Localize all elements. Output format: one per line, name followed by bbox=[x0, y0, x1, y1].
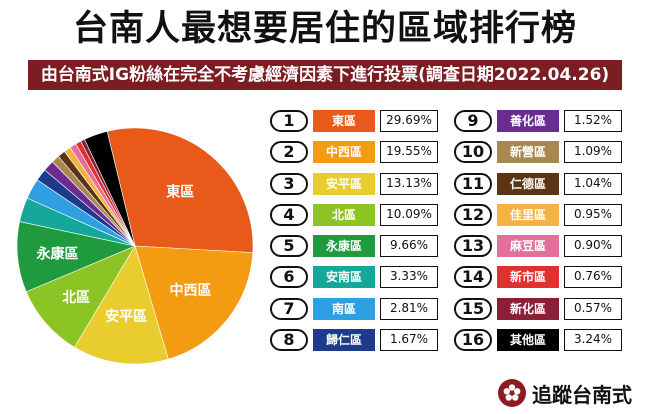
rank-badge: 6 bbox=[270, 266, 308, 289]
pie-label-3: 安平區 bbox=[105, 308, 147, 325]
percentage-value: 1.09% bbox=[564, 141, 622, 164]
percentage-value: 1.52% bbox=[564, 110, 622, 132]
legend-row-13: 13 麻豆區 0.90% bbox=[454, 231, 634, 260]
pie-slice-16 bbox=[84, 130, 136, 247]
district-label: 安平區 bbox=[313, 172, 375, 195]
pie-slice-2 bbox=[134, 245, 254, 360]
pie-label-4: 北區 bbox=[62, 290, 90, 306]
legend-column-right: 9 善化區 1.52% 10 新營區 1.09% 11 仁德區 1.04% 12 佳里區 0.95% 1… bbox=[454, 106, 634, 356]
chart-title: 台南人最想要居住的區域排行榜 bbox=[72, 9, 577, 49]
district-label: 永康區 bbox=[313, 235, 375, 258]
rank-badge: 14 bbox=[454, 266, 492, 289]
district-label: 新營區 bbox=[497, 141, 559, 164]
rank-badge: 11 bbox=[454, 172, 492, 195]
rank-badge: 16 bbox=[454, 329, 492, 352]
legend-row-10: 10 新營區 1.09% bbox=[454, 137, 634, 166]
rank-badge: 13 bbox=[454, 235, 492, 258]
percentage-value: 0.90% bbox=[564, 235, 622, 258]
legend-row-4: 4 北區 10.09% bbox=[270, 200, 450, 229]
rank-badge: 15 bbox=[454, 297, 492, 320]
rank-badge: 3 bbox=[270, 172, 308, 195]
legend-row-1: 1 東區 29.69% bbox=[270, 106, 450, 135]
district-label: 中西區 bbox=[313, 141, 375, 164]
rank-badge: 4 bbox=[270, 203, 308, 226]
percentage-value: 9.66% bbox=[380, 235, 438, 258]
percentage-value: 0.57% bbox=[564, 297, 622, 320]
district-label: 新市區 bbox=[497, 266, 559, 289]
legend-row-14: 14 新市區 0.76% bbox=[454, 262, 634, 291]
percentage-value: 29.69% bbox=[380, 110, 438, 132]
legend-row-15: 15 新化區 0.57% bbox=[454, 294, 634, 323]
percentage-value: 13.13% bbox=[380, 172, 438, 195]
pie-slice-1 bbox=[106, 127, 254, 253]
rank-badge: 5 bbox=[270, 235, 308, 258]
rank-badge: 2 bbox=[270, 141, 308, 164]
percentage-value: 19.55% bbox=[380, 141, 438, 164]
district-label: 其他區 bbox=[497, 329, 559, 352]
percentage-value: 0.76% bbox=[564, 266, 622, 289]
district-label: 仁德區 bbox=[497, 172, 559, 195]
legend-row-11: 11 仁德區 1.04% bbox=[454, 169, 634, 198]
rank-badge: 10 bbox=[454, 141, 492, 164]
district-label: 東區 bbox=[313, 110, 375, 132]
legend-row-8: 8 歸仁區 1.67% bbox=[270, 325, 450, 354]
district-label: 北區 bbox=[313, 203, 375, 226]
district-label: 佳里區 bbox=[497, 203, 559, 226]
brand: 追蹤台南式 bbox=[498, 378, 632, 408]
legend-row-3: 3 安平區 13.13% bbox=[270, 169, 450, 198]
district-label: 新化區 bbox=[497, 297, 559, 320]
percentage-value: 3.33% bbox=[380, 266, 438, 289]
district-label: 南區 bbox=[313, 297, 375, 320]
percentage-value: 1.67% bbox=[380, 329, 438, 352]
legend-row-9: 9 善化區 1.52% bbox=[454, 106, 634, 135]
percentage-value: 10.09% bbox=[380, 203, 438, 226]
percentage-value: 0.95% bbox=[564, 203, 622, 226]
district-label: 麻豆區 bbox=[497, 235, 559, 258]
pie-label-1: 東區 bbox=[166, 184, 194, 201]
legend-row-12: 12 佳里區 0.95% bbox=[454, 200, 634, 229]
pie-label-2: 中西區 bbox=[169, 282, 211, 299]
rank-badge: 1 bbox=[270, 110, 308, 132]
rank-badge: 9 bbox=[454, 110, 492, 132]
legend-row-5: 5 永康區 9.66% bbox=[270, 231, 450, 260]
district-label: 歸仁區 bbox=[313, 329, 375, 352]
percentage-value: 2.81% bbox=[380, 297, 438, 320]
plum-blossom-icon bbox=[498, 379, 526, 407]
pie-label-5: 永康區 bbox=[35, 245, 78, 262]
legend-row-2: 2 中西區 19.55% bbox=[270, 137, 450, 166]
legend-row-7: 7 南區 2.81% bbox=[270, 294, 450, 323]
percentage-value: 1.04% bbox=[564, 172, 622, 195]
district-label: 安南區 bbox=[313, 266, 375, 289]
rank-badge: 8 bbox=[270, 329, 308, 352]
legend-row-6: 6 安南區 3.33% bbox=[270, 262, 450, 291]
legend-column-left: 1 東區 29.69% 2 中西區 19.55% 3 安平區 13.13% 4 北區 10.09% 5 永… bbox=[270, 106, 450, 356]
district-label: 善化區 bbox=[497, 110, 559, 132]
legend-row-16: 16 其他區 3.24% bbox=[454, 325, 634, 354]
percentage-value: 3.24% bbox=[564, 329, 622, 352]
rank-badge: 12 bbox=[454, 203, 492, 226]
pie-slice-3 bbox=[74, 245, 169, 365]
chart-subtitle: 由台南式IG粉絲在完全不考慮經濟因素下進行投票(調查日期2022.04.26) bbox=[28, 60, 622, 90]
pie-slice-4 bbox=[25, 245, 136, 348]
rank-badge: 7 bbox=[270, 297, 308, 320]
brand-name: 追蹤台南式 bbox=[532, 382, 632, 407]
